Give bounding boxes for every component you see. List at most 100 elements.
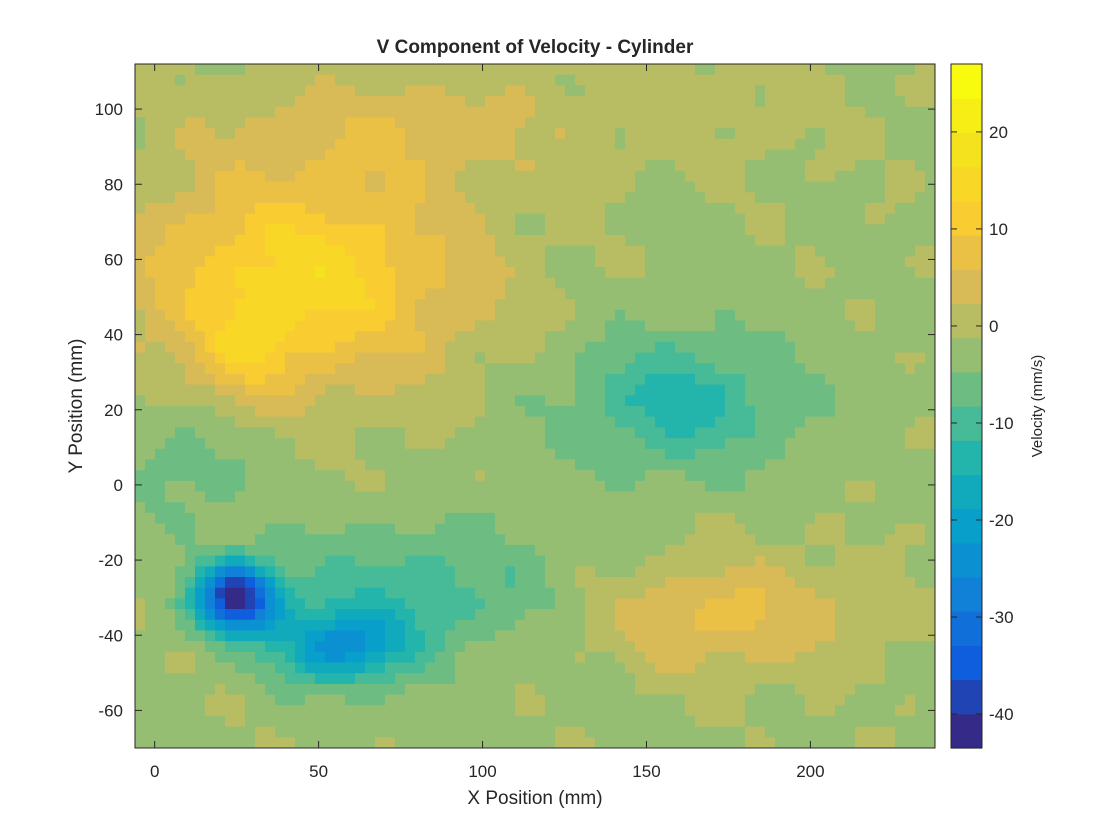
- contour-cell: [565, 619, 576, 632]
- contour-cell: [765, 673, 776, 685]
- contour-cell: [865, 96, 876, 108]
- contour-cell: [505, 619, 516, 632]
- contour-cell: [615, 395, 626, 407]
- contour-cell: [875, 737, 886, 748]
- contour-cell: [375, 683, 386, 696]
- contour-cell: [785, 683, 796, 696]
- contour-cell: [155, 181, 166, 193]
- contour-cell: [135, 512, 146, 525]
- contour-cell: [535, 352, 546, 364]
- contour-cell: [505, 170, 516, 183]
- contour-cell: [825, 320, 836, 332]
- contour-cell: [225, 544, 236, 557]
- contour-cell: [575, 96, 586, 108]
- contour-cell: [295, 448, 306, 461]
- contour-cell: [345, 641, 356, 653]
- contour-cell: [685, 341, 696, 354]
- contour-cell: [495, 64, 506, 76]
- contour-cell: [535, 160, 546, 172]
- contour-cell: [415, 502, 426, 514]
- contour-cell: [615, 480, 626, 493]
- contour-cell: [255, 331, 266, 343]
- contour-cell: [175, 512, 186, 525]
- contour-cell: [175, 395, 186, 407]
- contour-cell: [415, 74, 426, 86]
- contour-cell: [315, 577, 326, 589]
- contour-cell: [285, 181, 296, 193]
- contour-cell: [155, 641, 166, 653]
- contour-cell: [405, 544, 416, 557]
- contour-cell: [345, 96, 356, 108]
- contour-cell: [135, 277, 146, 290]
- contour-cell: [595, 309, 606, 322]
- contour-cell: [715, 128, 726, 140]
- contour-cell: [275, 480, 286, 493]
- contour-cell: [185, 85, 196, 97]
- contour-cell: [655, 288, 666, 300]
- contour-cell: [195, 683, 206, 696]
- contour-cell: [335, 491, 346, 503]
- contour-cell: [435, 299, 446, 311]
- contour-cell: [595, 512, 606, 525]
- contour-cell: [515, 577, 526, 589]
- contour-cell: [665, 181, 676, 193]
- contour-cell: [285, 491, 296, 503]
- contour-cell: [365, 149, 376, 161]
- contour-cell: [195, 609, 206, 621]
- contour-cell: [505, 320, 516, 332]
- contour-cell: [815, 491, 826, 503]
- contour-cell: [525, 128, 536, 140]
- contour-cell: [465, 267, 476, 279]
- contour-cell: [395, 726, 406, 738]
- contour-cell: [495, 694, 506, 706]
- contour-cell: [365, 192, 376, 204]
- contour-cell: [145, 256, 156, 268]
- contour-cell: [165, 235, 176, 247]
- contour-cell: [545, 192, 556, 204]
- contour-cell: [655, 470, 666, 482]
- contour-cell: [175, 715, 186, 728]
- contour-cell: [865, 352, 876, 364]
- contour-cell: [805, 694, 816, 706]
- contour-cell: [155, 64, 166, 76]
- contour-cell: [485, 96, 496, 108]
- contour-cell: [475, 96, 486, 108]
- contour-cell: [205, 384, 216, 396]
- contour-cell: [575, 416, 586, 428]
- contour-cell: [465, 598, 476, 610]
- contour-cell: [155, 363, 166, 375]
- contour-cell: [235, 598, 246, 610]
- contour-cell: [425, 149, 436, 161]
- contour-cell: [475, 352, 486, 364]
- contour-cell: [665, 128, 676, 140]
- contour-cell: [475, 544, 486, 557]
- contour-cell: [525, 363, 536, 375]
- contour-cell: [215, 555, 226, 567]
- contour-cell: [395, 534, 406, 546]
- contour-cell: [695, 245, 706, 257]
- contour-cell: [435, 256, 446, 268]
- contour-cell: [235, 299, 246, 311]
- contour-cell: [545, 96, 556, 108]
- contour-cell: [445, 320, 456, 332]
- contour-cell: [155, 416, 166, 428]
- contour-cell: [485, 406, 496, 418]
- contour-cell: [515, 149, 526, 161]
- contour-cell: [295, 438, 306, 450]
- contour-cell: [275, 299, 286, 311]
- contour-cell: [565, 523, 576, 535]
- contour-cell: [445, 448, 456, 461]
- contour-cell: [795, 662, 806, 674]
- contour-cell: [395, 128, 406, 140]
- contour-cell: [595, 395, 606, 407]
- contour-cell: [635, 651, 646, 664]
- contour-cell: [835, 651, 846, 664]
- contour-cell: [515, 395, 526, 407]
- contour-cell: [215, 737, 226, 748]
- contour-cell: [715, 512, 726, 525]
- contour-cell: [835, 288, 846, 300]
- contour-cell: [135, 470, 146, 482]
- contour-cell: [395, 277, 406, 290]
- contour-cell: [545, 288, 556, 300]
- contour-cell: [535, 480, 546, 493]
